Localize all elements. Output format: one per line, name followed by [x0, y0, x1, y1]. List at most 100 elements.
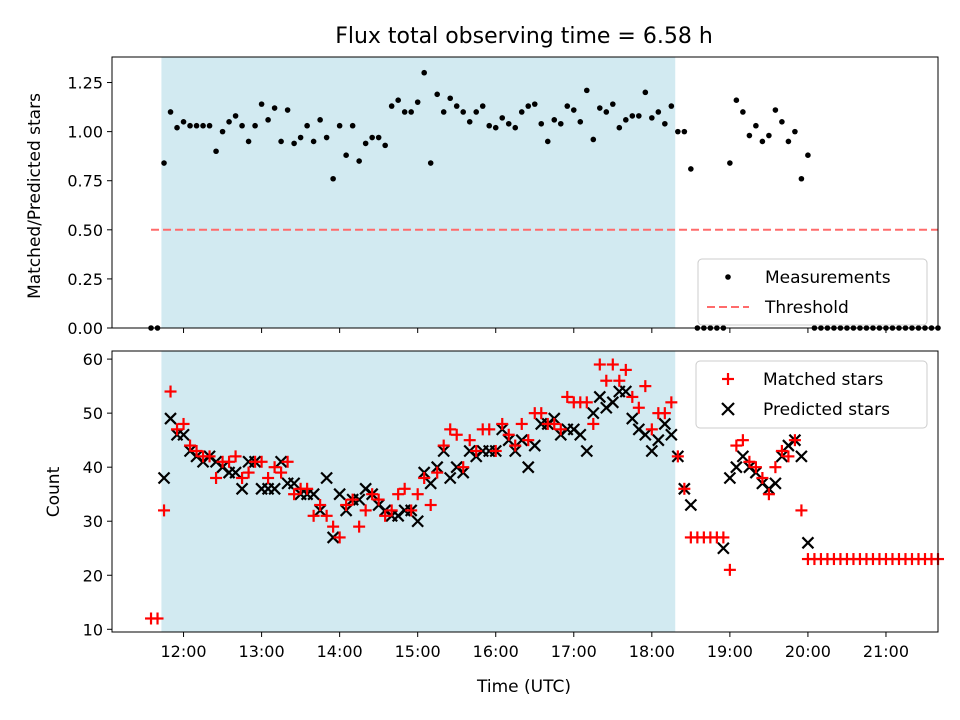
bottom-y-axis: 10 20 30 40 50 60 [83, 350, 112, 639]
matched-star-point [301, 482, 314, 495]
predicted-star-point [606, 396, 620, 409]
measurement-point [304, 122, 310, 129]
matched-star-point [470, 444, 483, 457]
legend-threshold-label: Threshold [764, 298, 849, 318]
matched-star-point [645, 423, 658, 436]
matched-star-point [593, 358, 606, 371]
bottom-y-tick-label: 60 [83, 350, 103, 369]
matched-star-point [190, 444, 203, 457]
predicted-star-point [619, 385, 633, 398]
measurement-point [733, 97, 740, 104]
predicted-star-point [287, 477, 301, 490]
measurement-points [148, 69, 941, 331]
matched-star-point [418, 471, 431, 484]
predicted-star-point [164, 412, 177, 425]
measurement-point [668, 103, 675, 109]
predicted-star-point [626, 412, 639, 425]
matched-star-point [723, 563, 736, 576]
measurement-point [187, 122, 193, 129]
count-points [145, 358, 944, 625]
matched-star-point [450, 428, 463, 441]
matched-star-point [743, 455, 756, 468]
bottom-panel: 10 20 30 40 50 60 12:00 13:00 14:00 15:00 16:00 17… [44, 350, 944, 697]
bottom-y-tick-label: 10 [83, 620, 103, 639]
measurement-point [583, 87, 590, 94]
measurement-point [174, 124, 180, 131]
top-legend-box [697, 258, 928, 326]
measurement-point [167, 109, 174, 115]
measurement-point [590, 136, 597, 143]
measurement-point [766, 132, 772, 139]
measurement-point [349, 122, 356, 129]
measurement-point [655, 109, 662, 115]
predicted-star-point [157, 471, 171, 485]
measurement-point [505, 120, 512, 127]
matched-star-point [671, 450, 684, 463]
predicted-star-point [333, 487, 346, 501]
predicted-star-point [684, 498, 698, 512]
matched-star-point [372, 493, 385, 506]
measurement-point [239, 122, 245, 129]
predicted-star-point [424, 477, 437, 490]
measurement-point [395, 97, 401, 104]
measurement-point [596, 105, 603, 111]
bottom-x-tick-label: 15:00 [395, 642, 441, 661]
matched-star-point [164, 385, 177, 398]
top-y-tick-label: 1.00 [67, 123, 103, 142]
matched-star-point [749, 461, 762, 474]
predicted-star-point [411, 514, 424, 528]
measurement-point [759, 138, 766, 145]
measurement-point [772, 107, 779, 113]
measurement-point [375, 134, 382, 141]
measurement-point [544, 138, 551, 145]
matched-star-point [782, 450, 795, 463]
measurement-point [200, 122, 206, 129]
measurement-point [557, 120, 564, 127]
measurement-point [310, 138, 317, 145]
measurement-point [662, 120, 668, 127]
predicted-star-point [593, 390, 607, 404]
matched-star-point [184, 439, 197, 452]
measurement-point [447, 95, 454, 102]
measurement-point [388, 103, 395, 109]
measurement-point [226, 119, 232, 125]
matched-star-point [255, 455, 268, 468]
matched-star-point [730, 439, 743, 452]
matched-star-point [333, 531, 346, 544]
predicted-star-point [515, 433, 529, 447]
measurement-point [681, 128, 688, 135]
matched-star-point [314, 499, 327, 512]
measurement-point [284, 107, 291, 113]
bottom-x-tick-label: 18:00 [629, 642, 675, 661]
predicted-star-point [801, 536, 815, 550]
matched-star-point [678, 482, 691, 495]
measurement-point [219, 128, 226, 135]
predicted-star-point [652, 433, 665, 447]
bottom-x-tick-label: 17:00 [551, 642, 597, 661]
matched-star-point [658, 407, 671, 420]
measurement-point [798, 175, 805, 182]
matched-star-point [580, 396, 593, 409]
top-y-tick-label: 1.25 [67, 74, 103, 93]
matched-star-point [229, 450, 242, 463]
measurement-point [779, 119, 785, 125]
chart-title: Flux total observing time = 6.58 h [335, 24, 713, 49]
predicted-star-point [645, 444, 659, 458]
measurement-point [460, 109, 467, 115]
bottom-legend: Matched stars Predicted stars [695, 360, 928, 429]
measurement-point [518, 109, 525, 115]
measurement-point [570, 107, 577, 113]
predicted-star-point [717, 541, 730, 555]
measurement-point [688, 166, 694, 172]
top-panel: 0.00 0.25 0.50 0.75 1.00 1.25 Matched/Predict… [25, 56, 941, 338]
predicted-star-point [587, 406, 600, 420]
predicted-star-point [229, 466, 242, 479]
predicted-star-point [639, 428, 652, 442]
measurement-point [245, 138, 252, 145]
measurement-point [486, 122, 493, 129]
matched-star-point [665, 396, 678, 409]
matched-star-point [587, 417, 600, 430]
measurement-point [792, 128, 798, 135]
matched-star-point [353, 520, 366, 533]
